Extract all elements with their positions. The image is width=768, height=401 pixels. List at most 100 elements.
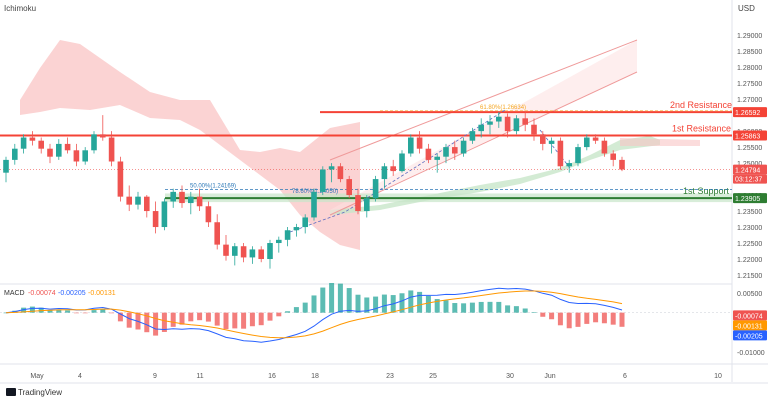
candle-up xyxy=(232,246,238,256)
candle-up xyxy=(548,140,555,144)
candle-up xyxy=(443,147,449,157)
macd-hist-bar xyxy=(540,312,546,317)
candle-up xyxy=(328,166,335,170)
candle-up xyxy=(513,118,520,132)
macd-hist-bar xyxy=(285,311,291,313)
macd-hist-bar xyxy=(320,287,326,313)
macd-hist-bar xyxy=(461,303,467,313)
candle-up xyxy=(188,196,194,204)
price-tick-label: 1.23000 xyxy=(737,225,762,232)
macd-hist-bar xyxy=(161,312,167,332)
candle-down xyxy=(64,143,71,151)
price-badge xyxy=(733,193,767,204)
candle-down xyxy=(425,148,432,160)
candle-down xyxy=(355,195,361,212)
fib-618-label: 61.80%(1.26634) xyxy=(480,105,526,111)
macd-badge-label: -0.00074 xyxy=(735,313,763,320)
time-tick-label: May xyxy=(30,373,44,380)
macd-hist-bar xyxy=(434,299,440,313)
candle-up xyxy=(91,134,97,151)
macd-hist-bar xyxy=(575,312,581,327)
candle-down xyxy=(346,179,352,196)
macd-hist-bar xyxy=(399,293,405,313)
macd-hist-bar xyxy=(619,312,625,327)
macd-hist-bar xyxy=(443,300,449,313)
macd-hist-bar xyxy=(170,312,176,327)
time-tick-label: 30 xyxy=(506,373,514,380)
price-badge-label: 1.24794 xyxy=(735,168,760,175)
macd-hist-bar xyxy=(355,294,361,313)
price-badge-label: 1.25863 xyxy=(735,133,760,140)
candle-down xyxy=(557,140,564,167)
candle-up xyxy=(320,169,326,192)
macd-hist-bar xyxy=(82,312,88,314)
time-tick-label: 6 xyxy=(623,373,627,380)
candle-up xyxy=(293,227,300,231)
candle-up xyxy=(20,137,27,149)
fib-50-label: 50.00%(1.24169) xyxy=(190,184,236,190)
macd-hist-bar xyxy=(126,312,132,328)
macd-badge xyxy=(733,330,767,341)
candle-up xyxy=(82,150,88,162)
macd-hist-bar xyxy=(65,310,71,313)
candle-up xyxy=(399,153,405,172)
first-support-line-label: 1st Support xyxy=(683,186,730,196)
macd-hist-bar xyxy=(311,295,317,313)
indicator-label: Ichimoku xyxy=(4,4,37,13)
price-tick-label: 1.28000 xyxy=(737,65,762,72)
candle-down xyxy=(522,118,528,125)
candle-up xyxy=(161,201,168,228)
macd-hist-bar xyxy=(373,296,379,313)
price-tick-label: 1.27500 xyxy=(737,81,762,88)
candle-down xyxy=(47,148,53,157)
price-badge xyxy=(733,130,767,141)
macd-hist-bar xyxy=(117,312,123,322)
candle-up xyxy=(364,198,370,212)
macd-tick-label: 0.00500 xyxy=(737,291,762,298)
macd-badge xyxy=(733,310,767,321)
time-tick-label: Jun xyxy=(544,373,555,380)
macd-hist-bar xyxy=(258,312,264,326)
macd-hist-bar xyxy=(549,312,555,320)
price-tick-label: 1.28500 xyxy=(737,49,762,56)
time-tick-label: 11 xyxy=(196,373,203,380)
candle-up xyxy=(302,217,308,228)
macd-hist-bar xyxy=(109,312,115,314)
macd-hist-bar xyxy=(47,309,53,313)
price-tick-label: 1.21500 xyxy=(737,273,762,280)
price-tick-label: 1.25500 xyxy=(737,145,762,152)
candle-up xyxy=(575,147,581,164)
price-badge-label: 1.26592 xyxy=(735,110,760,117)
macd-hist-bar xyxy=(557,312,563,326)
candle-down xyxy=(258,249,264,260)
time-tick-label: 18 xyxy=(311,373,319,380)
tradingview-logo-icon xyxy=(6,388,16,396)
candle-up xyxy=(496,116,502,122)
candle-down xyxy=(126,196,132,205)
macd-hist-bar xyxy=(232,312,238,329)
candle-down xyxy=(223,244,229,256)
price-tick-label: 1.22500 xyxy=(737,241,762,248)
candle-down xyxy=(29,137,36,141)
candle-up xyxy=(372,179,379,199)
macd-value-2: -0.00131 xyxy=(88,290,116,297)
macd-hist-bar xyxy=(267,312,273,321)
candle-up xyxy=(249,249,256,258)
macd-hist-bar xyxy=(91,310,97,313)
price-tick-label: 1.27000 xyxy=(737,97,762,104)
candle-down xyxy=(504,116,511,132)
candle-down xyxy=(601,140,608,154)
price-tick-label: 1.25000 xyxy=(737,161,762,168)
candle-up xyxy=(135,196,141,205)
macd-hist-bar xyxy=(610,312,616,325)
time-tick-label: 9 xyxy=(153,373,157,380)
candle-up xyxy=(276,239,282,244)
macd-hist-bar xyxy=(197,312,203,321)
macd-hist-bar xyxy=(584,312,590,324)
channel-lower-line xyxy=(329,71,638,216)
macd-hist-bar xyxy=(302,302,308,313)
macd-hist-bar xyxy=(100,309,106,313)
candle-down xyxy=(152,211,159,228)
